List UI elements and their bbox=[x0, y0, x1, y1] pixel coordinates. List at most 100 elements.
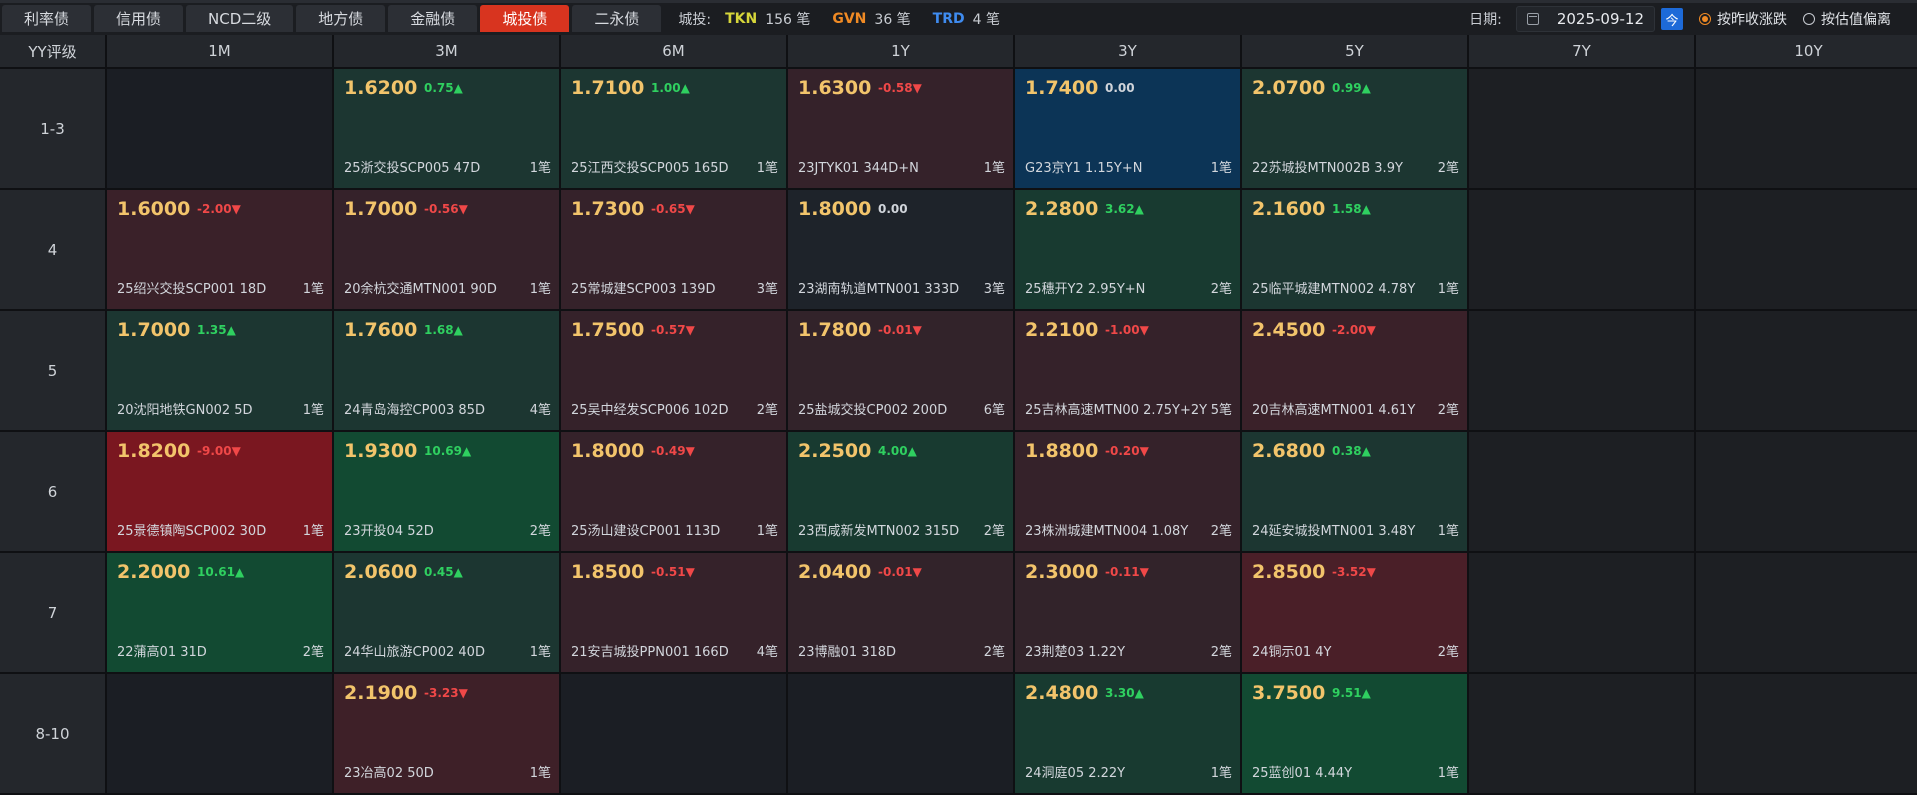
bond-name-tenor: 23博融01 318D bbox=[798, 645, 897, 660]
bond-name-tenor: 25绍兴交投SCP001 18D bbox=[117, 282, 267, 297]
radio-label-change-vs-close[interactable]: 按昨收涨跌 bbox=[1717, 12, 1787, 28]
quote-cell[interactable]: 1.7500 -0.57▼ 25吴中经发SCP006 102D 2笔 bbox=[561, 311, 788, 432]
quote-cell[interactable]: 1.7800 -0.01▼ 25盐城交投CP002 200D 6笔 bbox=[788, 311, 1015, 432]
today-button[interactable]: 今 bbox=[1661, 8, 1683, 30]
column-header-7y[interactable]: 7Y bbox=[1469, 35, 1696, 69]
quote-cell[interactable]: 1.8000 -0.49▼ 25汤山建设CP001 113D 1笔 bbox=[561, 432, 788, 553]
quote-change-bp: 4.00▲ bbox=[878, 444, 917, 458]
stat-count-trd: 4 笔 bbox=[972, 12, 1000, 28]
quote-cell[interactable]: 1.8500 -0.51▼ 21安吉城投PPN001 166D 4笔 bbox=[561, 553, 788, 674]
tab-3[interactable]: 地方债 bbox=[296, 5, 386, 32]
bond-name-tenor: 20余杭交通MTN001 90D bbox=[344, 282, 497, 297]
quote-cell[interactable]: 2.0400 -0.01▼ 23博融01 318D 2笔 bbox=[788, 553, 1015, 674]
quote-cell[interactable]: 1.6300 -0.58▼ 23JTYK01 344D+N 1笔 bbox=[788, 69, 1015, 190]
tab-4[interactable]: 金融债 bbox=[388, 5, 478, 32]
quote-cell[interactable]: 2.6800 0.38▲ 24延安城投MTN001 3.48Y 1笔 bbox=[1242, 432, 1469, 553]
quote-cell[interactable]: 2.1900 -3.23▼ 23冶高02 50D 1笔 bbox=[334, 674, 561, 795]
tab-1[interactable]: 信用债 bbox=[94, 5, 184, 32]
quote-cell[interactable]: 1.6000 -2.00▼ 25绍兴交投SCP001 18D 1笔 bbox=[107, 190, 334, 311]
quote-yield: 2.1900 bbox=[344, 682, 418, 704]
trade-count: 2笔 bbox=[1210, 645, 1232, 660]
quote-cell[interactable]: 2.4500 -2.00▼ 20吉林高速MTN001 4.61Y 2笔 bbox=[1242, 311, 1469, 432]
grid-row: 1-3 1.6200 0.75▲ 25浙交投SCP005 47D 1笔 1.7100 1.0… bbox=[0, 69, 1917, 190]
bond-name-tenor: 22蒲高01 31D bbox=[117, 645, 207, 660]
quote-change-bp: -0.01▼ bbox=[878, 323, 922, 337]
empty-cell bbox=[1696, 553, 1917, 674]
column-header-10y[interactable]: 10Y bbox=[1696, 35, 1917, 69]
quote-cell[interactable]: 1.7100 1.00▲ 25江西交投SCP005 165D 1笔 bbox=[561, 69, 788, 190]
grid-row: 4 1.6000 -2.00▼ 25绍兴交投SCP001 18D 1笔 1.7000 -0.… bbox=[0, 190, 1917, 311]
quote-yield: 2.2000 bbox=[117, 561, 191, 583]
bond-name-tenor: 20沈阳地铁GN002 5D bbox=[117, 403, 253, 418]
quote-cell[interactable]: 2.8500 -3.52▼ 24铜示01 4Y 2笔 bbox=[1242, 553, 1469, 674]
trade-count: 2笔 bbox=[1437, 403, 1459, 418]
bond-name-tenor: 25穗开Y2 2.95Y+N bbox=[1025, 282, 1146, 297]
quote-cell[interactable]: 2.2100 -1.00▼ 25吉林高速MTN00 2.75Y+2Y 5笔 bbox=[1015, 311, 1242, 432]
tab-2[interactable]: NCD二级 bbox=[186, 5, 294, 32]
quote-cell[interactable]: 2.3000 -0.11▼ 23荆楚03 1.22Y 2笔 bbox=[1015, 553, 1242, 674]
quote-change-bp: 3.30▲ bbox=[1105, 686, 1144, 700]
bond-name-tenor: 20吉林高速MTN001 4.61Y bbox=[1252, 403, 1416, 418]
quote-cell[interactable]: 2.2500 4.00▲ 23西咸新发MTN002 315D 2笔 bbox=[788, 432, 1015, 553]
bond-name-tenor: G23京Y1 1.15Y+N bbox=[1025, 161, 1143, 176]
quote-change-bp: -0.51▼ bbox=[651, 565, 695, 579]
quote-yield: 2.0700 bbox=[1252, 77, 1326, 99]
quote-change-bp: 9.51▲ bbox=[1332, 686, 1371, 700]
date-value[interactable]: 2025-09-12 bbox=[1556, 10, 1644, 28]
quote-yield: 1.7000 bbox=[117, 319, 191, 341]
tab-0[interactable]: 利率债 bbox=[2, 5, 92, 32]
quote-cell[interactable]: 2.0700 0.99▲ 22苏城投MTN002B 3.9Y 2笔 bbox=[1242, 69, 1469, 190]
quote-cell[interactable]: 1.7000 -0.56▼ 20余杭交通MTN001 90D 1笔 bbox=[334, 190, 561, 311]
tab-6[interactable]: 二永债 bbox=[572, 5, 662, 32]
grid-corner-label: YY评级 bbox=[0, 35, 107, 69]
empty-cell bbox=[1696, 674, 1917, 795]
quote-yield: 2.8500 bbox=[1252, 561, 1326, 583]
quote-cell[interactable]: 1.7600 1.68▲ 24青岛海控CP003 85D 4笔 bbox=[334, 311, 561, 432]
bond-name-tenor: 24青岛海控CP003 85D bbox=[344, 403, 485, 418]
grid-row: 6 1.8200 -9.00▼ 25景德镇陶SCP002 30D 1笔 1.9300 10.… bbox=[0, 432, 1917, 553]
trade-count: 2笔 bbox=[1437, 161, 1459, 176]
stat-count-tkn: 156 笔 bbox=[765, 12, 811, 28]
column-header-5y[interactable]: 5Y bbox=[1242, 35, 1469, 69]
quote-cell[interactable]: 1.8800 -0.20▼ 23株洲城建MTN004 1.08Y 2笔 bbox=[1015, 432, 1242, 553]
quote-cell[interactable]: 1.9300 10.69▲ 23开投04 52D 2笔 bbox=[334, 432, 561, 553]
quote-yield: 1.6300 bbox=[798, 77, 872, 99]
radio-change-vs-close[interactable] bbox=[1699, 13, 1711, 25]
column-header-3m[interactable]: 3M bbox=[334, 35, 561, 69]
quote-change-bp: 10.69▲ bbox=[424, 444, 472, 458]
trade-count: 2笔 bbox=[1210, 524, 1232, 539]
quote-yield: 2.2500 bbox=[798, 440, 872, 462]
quote-cell[interactable]: 1.8200 -9.00▼ 25景德镇陶SCP002 30D 1笔 bbox=[107, 432, 334, 553]
quote-cell[interactable]: 1.7300 -0.65▼ 25常城建SCP003 139D 3笔 bbox=[561, 190, 788, 311]
quote-yield: 2.0600 bbox=[344, 561, 418, 583]
quote-change-bp: 0.00 bbox=[878, 202, 908, 216]
calendar-icon[interactable] bbox=[1526, 13, 1539, 25]
quote-cell[interactable]: 1.7000 1.35▲ 20沈阳地铁GN002 5D 1笔 bbox=[107, 311, 334, 432]
grid-row: 5 1.7000 1.35▲ 20沈阳地铁GN002 5D 1笔 1.7600 1.68▲ 2… bbox=[0, 311, 1917, 432]
quote-cell[interactable]: 2.2800 3.62▲ 25穗开Y2 2.95Y+N 2笔 bbox=[1015, 190, 1242, 311]
quote-cell[interactable]: 2.4800 3.30▲ 24洞庭05 2.22Y 1笔 bbox=[1015, 674, 1242, 795]
quote-cell[interactable]: 1.6200 0.75▲ 25浙交投SCP005 47D 1笔 bbox=[334, 69, 561, 190]
quote-cell[interactable]: 1.8000 0.00 23湖南轨道MTN001 333D 3笔 bbox=[788, 190, 1015, 311]
empty-cell bbox=[1469, 311, 1696, 432]
quote-yield: 1.7800 bbox=[798, 319, 872, 341]
quote-cell[interactable]: 1.7400 0.00 G23京Y1 1.15Y+N 1笔 bbox=[1015, 69, 1242, 190]
column-header-1y[interactable]: 1Y bbox=[788, 35, 1015, 69]
quote-change-bp: -9.00▼ bbox=[197, 444, 241, 458]
quote-cell[interactable]: 2.1600 1.58▲ 25临平城建MTN002 4.78Y 1笔 bbox=[1242, 190, 1469, 311]
radio-label-valuation-deviation[interactable]: 按估值偏离 bbox=[1821, 12, 1891, 28]
bond-name-tenor: 24洞庭05 2.22Y bbox=[1025, 766, 1126, 781]
top-toolbar: 利率债 信用债 NCD二级 地方债 金融债 城投债 二永债 城投: TKN 156 笔 GV… bbox=[0, 0, 1917, 35]
date-picker[interactable]: 2025-09-12 bbox=[1515, 6, 1655, 32]
quote-cell[interactable]: 3.7500 9.51▲ 25蓝创01 4.44Y 1笔 bbox=[1242, 674, 1469, 795]
trade-count: 5笔 bbox=[1210, 403, 1232, 418]
column-header-3y[interactable]: 3Y bbox=[1015, 35, 1242, 69]
tab-5[interactable]: 城投债 bbox=[480, 5, 570, 32]
bond-name-tenor: 23湖南轨道MTN001 333D bbox=[798, 282, 960, 297]
quote-cell[interactable]: 2.2000 10.61▲ 22蒲高01 31D 2笔 bbox=[107, 553, 334, 674]
quote-cell[interactable]: 2.0600 0.45▲ 24华山旅游CP002 40D 1笔 bbox=[334, 553, 561, 674]
column-header-1m[interactable]: 1M bbox=[107, 35, 334, 69]
trade-count: 2笔 bbox=[1437, 645, 1459, 660]
column-header-6m[interactable]: 6M bbox=[561, 35, 788, 69]
radio-valuation-deviation[interactable] bbox=[1803, 13, 1815, 25]
